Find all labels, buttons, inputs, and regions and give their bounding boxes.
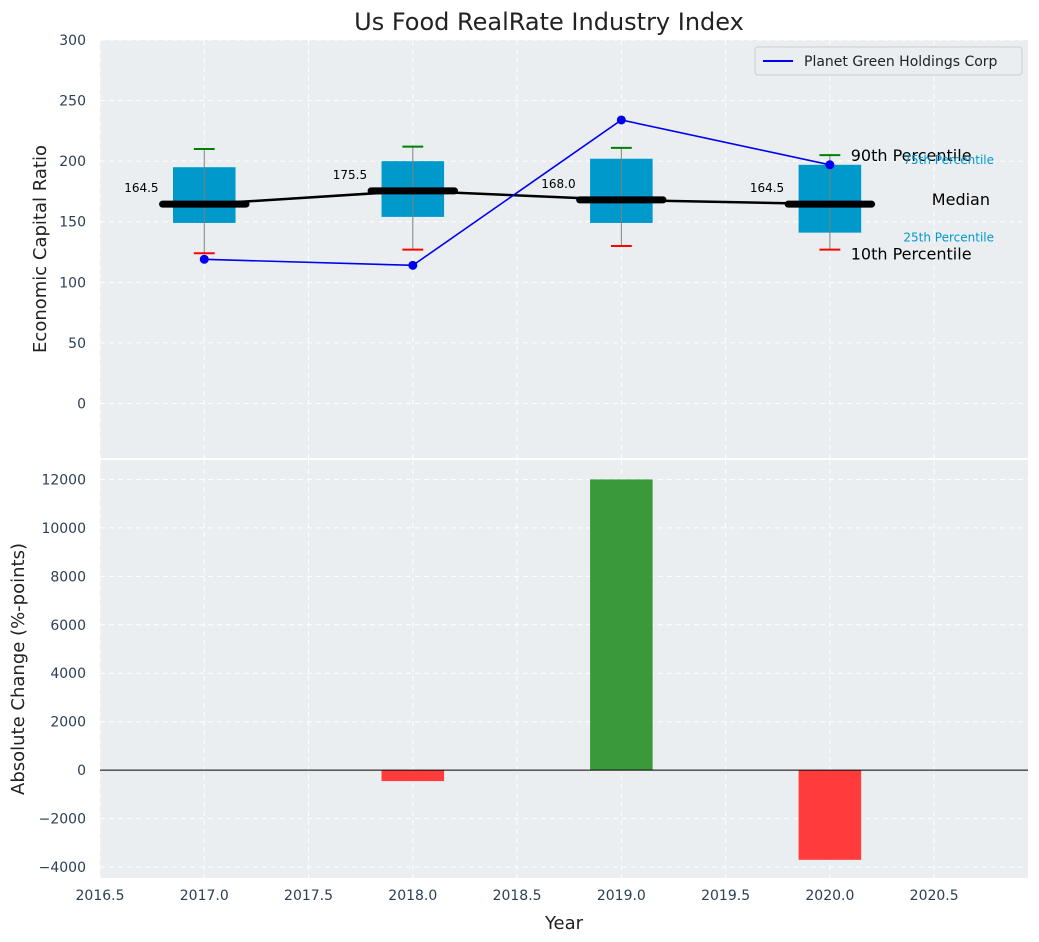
median-value-label: 168.0 xyxy=(541,177,575,191)
y-tick-label: 4000 xyxy=(50,666,86,682)
legend-label: Planet Green Holdings Corp xyxy=(804,54,998,70)
top-y-axis-title: Economic Capital Ratio xyxy=(30,145,51,353)
change-bar xyxy=(381,770,445,782)
y-tick-label: 8000 xyxy=(50,569,86,585)
y-tick-label: 300 xyxy=(59,33,86,49)
y-tick-label: 250 xyxy=(59,94,86,110)
y-tick-label: −4000 xyxy=(39,860,86,876)
median-trend-line xyxy=(204,189,830,206)
series-point xyxy=(408,260,418,270)
x-tick-label: 2019.5 xyxy=(701,888,750,904)
median-value-label: 164.5 xyxy=(750,181,784,195)
x-tick-label: 2019.0 xyxy=(597,888,646,904)
y-tick-label: 200 xyxy=(59,154,86,170)
x-tick-label: 2020.0 xyxy=(805,888,854,904)
change-bar xyxy=(798,770,862,860)
y-tick-label: 0 xyxy=(77,763,86,779)
bottom-panel: −4000 −2000 0 2000 4000 6000 8000 10000 12000 20… xyxy=(8,460,1028,934)
y-tick-label: −2000 xyxy=(39,812,86,828)
bottom-y-axis-title: Absolute Change (%-points) xyxy=(8,543,29,795)
y-tick-label: 150 xyxy=(59,215,86,231)
box-plots: 164.5 175.5 168.0 164.5 xyxy=(124,145,876,255)
x-ticks: 2016.5 2017.0 2017.5 2018.0 2018.5 2019.0 2019… xyxy=(76,888,959,904)
series-point xyxy=(825,160,835,170)
change-bars xyxy=(381,479,862,860)
series-point xyxy=(616,115,626,125)
x-tick-label: 2017.0 xyxy=(180,888,229,904)
percentile-annotations: 90th Percentile 75th Percentile Median 2… xyxy=(851,146,994,264)
change-bar xyxy=(590,479,653,771)
x-axis-title: Year xyxy=(544,913,584,934)
annotation-75th-percentile: 75th Percentile xyxy=(903,153,994,167)
legend-box xyxy=(754,46,1023,76)
y-tick-label: 0 xyxy=(77,396,86,412)
top-panel: 0 50 100 150 200 250 300 164.5 175.5 168.0 164.5 … xyxy=(30,33,1028,458)
annotation-25th-percentile: 25th Percentile xyxy=(903,231,994,245)
series-point xyxy=(199,254,209,264)
x-tick-label: 2020.5 xyxy=(910,888,959,904)
y-tick-label: 2000 xyxy=(50,715,86,731)
annotation-90th-percentile: 90th Percentile xyxy=(851,146,972,165)
y-tick-label: 100 xyxy=(59,275,86,291)
series-lines xyxy=(199,115,835,270)
y-tick-label: 10000 xyxy=(41,521,86,537)
chart-title: Us Food RealRate Industry Index xyxy=(354,8,744,36)
top-panel-background xyxy=(100,40,1028,458)
bottom-y-ticks: −4000 −2000 0 2000 4000 6000 8000 10000 12000 xyxy=(39,472,86,876)
x-tick-label: 2018.0 xyxy=(388,888,437,904)
x-tick-label: 2018.5 xyxy=(493,888,542,904)
x-tick-label: 2016.5 xyxy=(76,888,125,904)
y-tick-label: 6000 xyxy=(50,618,86,634)
y-tick-label: 12000 xyxy=(41,472,86,488)
y-tick-label: 50 xyxy=(68,336,86,352)
top-y-ticks: 0 50 100 150 200 250 300 xyxy=(59,33,86,412)
annotation-10th-percentile: 10th Percentile xyxy=(851,245,972,264)
median-value-label: 175.5 xyxy=(333,168,367,182)
bottom-panel-background xyxy=(100,460,1028,878)
series-line xyxy=(204,119,831,267)
annotation-median: Median xyxy=(932,190,990,209)
legend: Planet Green Holdings Corp xyxy=(754,46,1023,76)
median-value-label: 164.5 xyxy=(124,181,158,195)
x-tick-label: 2017.5 xyxy=(284,888,333,904)
